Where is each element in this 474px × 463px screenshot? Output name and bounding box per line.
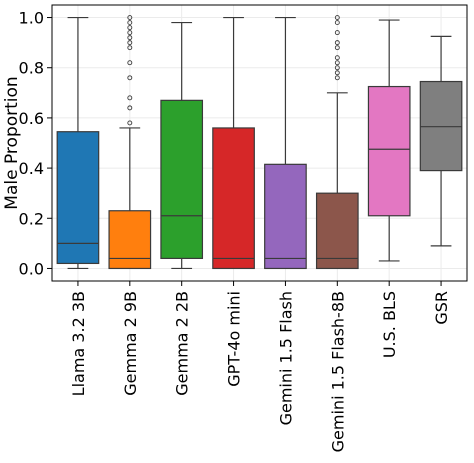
box-gemini-1-5-flash (264, 16, 307, 270)
box-gpt-4o-mini (212, 16, 255, 270)
y-axis: 0.0 0.2 0.4 0.6 0.8 1.0 (19, 9, 52, 278)
x-tick-label: GPT-4o mini (225, 291, 244, 387)
x-tick-label: Gemma 2 2B (173, 291, 192, 396)
y-axis-label: Male Proportion (2, 76, 22, 209)
outlier-point (334, 75, 340, 81)
outlier-point (127, 95, 133, 101)
outlier-point (334, 60, 340, 66)
outlier-point (334, 65, 340, 71)
outlier-point (127, 35, 133, 41)
y-tick-label: 0.6 (19, 109, 44, 128)
x-tick-label: Gemma 2 9B (121, 291, 140, 396)
x-tick-label: U.S. BLS (380, 291, 399, 358)
iqr-box (56, 131, 100, 265)
outlier-point (334, 40, 340, 46)
iqr-box (108, 210, 152, 270)
box-u-s-bls (367, 19, 411, 262)
outlier-point (334, 70, 340, 76)
iqr-box (264, 163, 307, 270)
box-gemma-2-9b (108, 15, 152, 270)
outlier-point (127, 60, 133, 66)
iqr-box (419, 80, 463, 172)
box-gsr (419, 35, 463, 247)
y-tick-label: 1.0 (19, 9, 44, 28)
y-tick-label: 0.4 (19, 159, 44, 178)
x-axis: Llama 3.2 3B Gemma 2 9B Gemma 2 2B GPT-4o m… (69, 281, 451, 452)
outlier-point (334, 55, 340, 61)
outlier-point (127, 25, 133, 31)
outlier-point (127, 45, 133, 51)
iqr-box (212, 127, 255, 270)
box-gemma-2-2b (160, 21, 204, 270)
outlier-point (127, 105, 133, 111)
outlier-point (127, 15, 133, 20)
plot-frame (51, 4, 468, 282)
outlier-point (127, 40, 133, 46)
y-tick-label: 0.0 (19, 259, 44, 278)
x-tick-label: Llama 3.2 3B (69, 291, 88, 396)
box-llama-3-2-3b (56, 16, 100, 270)
y-tick-label: 0.8 (19, 59, 44, 78)
box-gemini-1-5-flash-8b (315, 15, 359, 270)
iqr-box (367, 85, 411, 217)
iqr-box (160, 99, 204, 260)
outlier-point (334, 30, 340, 36)
x-tick-label: GSR (432, 291, 451, 325)
x-tick-label: Gemini 1.5 Flash (276, 291, 295, 425)
outlier-point (127, 120, 133, 126)
outlier-point (127, 20, 133, 26)
outlier-point (127, 30, 133, 36)
outlier-point (334, 45, 340, 51)
outlier-point (334, 20, 340, 26)
y-tick-label: 0.2 (19, 209, 44, 228)
iqr-box (315, 192, 359, 270)
x-tick-label: Gemini 1.5 Flash-8B (328, 291, 347, 452)
boxes-layer (56, 15, 463, 270)
outlier-point (334, 15, 340, 20)
outlier-point (127, 75, 133, 81)
